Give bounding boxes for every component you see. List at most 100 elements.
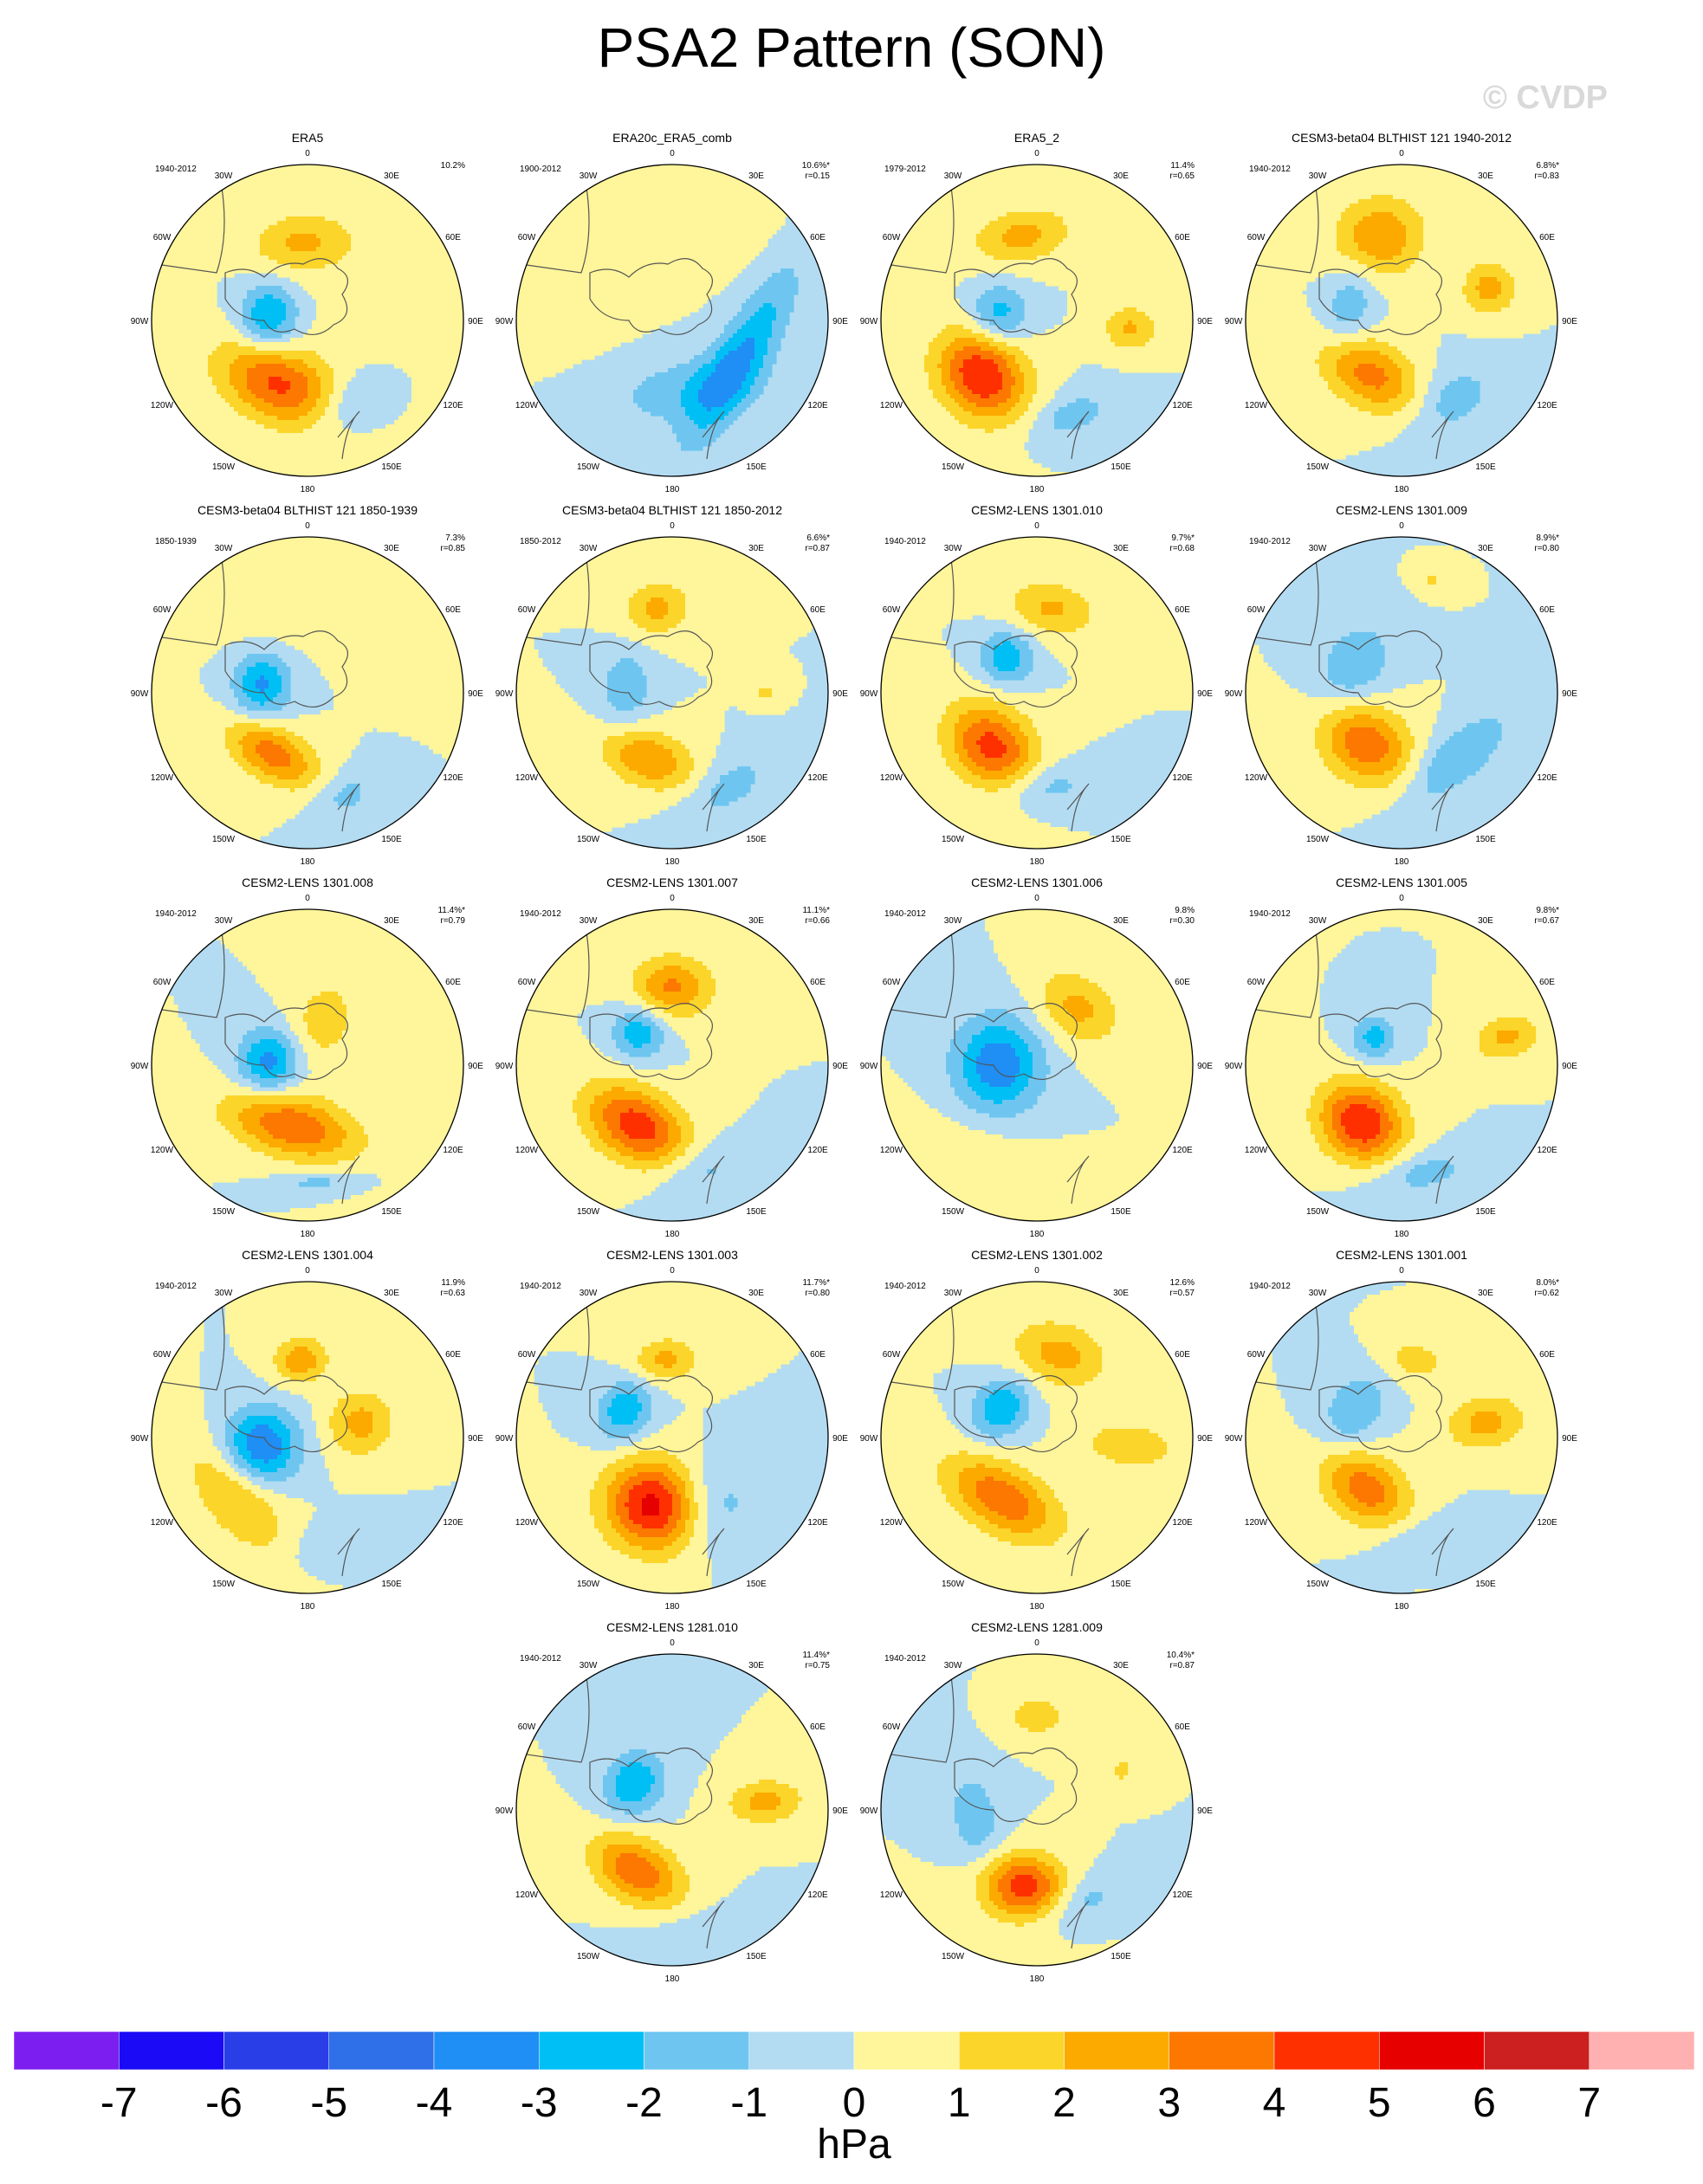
- new-zealand-coastline: [337, 1155, 360, 1205]
- longitude-label: 90E: [468, 1434, 483, 1444]
- longitude-label: 60W: [518, 1722, 536, 1732]
- longitude-label: 120E: [807, 401, 828, 410]
- longitude-label: 90E: [832, 317, 848, 326]
- longitude-label: 30W: [215, 544, 233, 553]
- longitude-label: 150W: [577, 462, 600, 472]
- longitude-label: 90E: [832, 689, 848, 699]
- map-panel: CESM2-LENS 1301.009 1940-2012 8.9%* r=0.80 0…: [1225, 502, 1592, 867]
- longitude-label: 0: [670, 894, 675, 903]
- map-panel: CESM2-LENS 1301.001 1940-2012 8.0%* r=0.62 0…: [1225, 1247, 1592, 1612]
- panel-correlation: r=0.80: [1534, 544, 1559, 553]
- map-panel-svg: CESM2-LENS 1281.010 1940-2012 11.4%*r=0.75…: [495, 1620, 849, 1984]
- longitude-label: 90W: [1225, 317, 1243, 326]
- longitude-label: 150W: [212, 462, 236, 472]
- antarctica-coastline: [1318, 1375, 1442, 1452]
- south-america-coastline: [520, 926, 590, 1018]
- panel-title: CESM2-LENS 1301.008: [242, 876, 373, 889]
- longitude-label: 30W: [1309, 171, 1327, 181]
- panel-correlation: r=0.15: [805, 171, 830, 181]
- panel-title: CESM2-LENS 1301.009: [1336, 503, 1467, 517]
- longitude-label: 30E: [384, 544, 399, 553]
- longitude-label: 90E: [468, 317, 483, 326]
- panel-period: 1940-2012: [155, 165, 197, 174]
- map-panel-svg: CESM2-LENS 1281.009 1940-2012 10.4%*r=0.87…: [860, 1620, 1214, 1984]
- panel-period: 1979-2012: [884, 165, 926, 174]
- contour-field: [1246, 1282, 1557, 1593]
- map-boundary: [880, 908, 1194, 1222]
- longitude-label: 120E: [443, 401, 463, 410]
- colorbar-tick-label: -3: [521, 2080, 558, 2126]
- longitude-label: 90E: [1562, 689, 1577, 699]
- map-panel-svg: CESM3-beta04 BLTHIST 121 1940-2012 1940-2…: [1225, 131, 1578, 494]
- longitude-label: 90E: [1197, 1062, 1213, 1071]
- longitude-label: 60E: [445, 1350, 461, 1360]
- panel-correlation: r=0.65: [1169, 171, 1195, 181]
- map-panel-svg: CESM2-LENS 1301.003 1940-2012 11.7%*r=0.80…: [495, 1248, 849, 1612]
- longitude-label: 150W: [942, 1207, 965, 1217]
- map-boundary: [515, 908, 829, 1222]
- longitude-label: 120W: [880, 401, 903, 410]
- antarctica-coastline: [954, 1748, 1078, 1825]
- longitude-label: 180: [1030, 485, 1045, 494]
- panel-correlation: r=0.87: [805, 544, 830, 553]
- south-america-coastline: [155, 926, 225, 1018]
- longitude-label: 150E: [1111, 1580, 1131, 1589]
- panel-correlation: r=0.66: [805, 916, 830, 926]
- panel-variance: 6.6%*: [806, 533, 830, 543]
- longitude-label: 120E: [1172, 1146, 1193, 1155]
- map-panel: ERA5_2 1979-2012 11.4% r=0.65 0 30E 60E 90E 120E…: [860, 130, 1227, 494]
- longitude-label: 60E: [810, 605, 826, 615]
- panel-correlation: r=0.62: [1534, 1289, 1559, 1298]
- longitude-label: 150E: [381, 835, 402, 844]
- figure-title: PSA2 Pattern (SON): [597, 16, 1106, 79]
- panel-correlation: r=0.57: [1169, 1289, 1195, 1298]
- longitude-label: 90W: [860, 1806, 878, 1816]
- longitude-label: 60W: [1247, 1350, 1266, 1360]
- longitude-label: 120W: [515, 401, 539, 410]
- antarctica-coastline: [224, 1003, 348, 1080]
- longitude-label: 150W: [577, 835, 600, 844]
- new-zealand-coastline: [702, 1155, 725, 1205]
- new-zealand-coastline: [1066, 1155, 1090, 1205]
- longitude-label: 30W: [1309, 544, 1327, 553]
- longitude-label: 150E: [381, 1580, 402, 1589]
- map-panel-svg: CESM2-LENS 1301.008 1940-2012 11.4%*r=0.79…: [131, 876, 484, 1239]
- map-boundary: [151, 1281, 464, 1594]
- colorbar-swatch: [644, 2032, 749, 2071]
- longitude-label: 180: [1395, 1230, 1409, 1239]
- longitude-label: 30W: [580, 1661, 598, 1670]
- panel-period: 1940-2012: [520, 909, 561, 919]
- longitude-label: 90W: [495, 317, 514, 326]
- map-panel-svg: CESM3-beta04 BLTHIST 121 1850-2012 1850-2…: [495, 503, 849, 867]
- map-boundary: [151, 164, 464, 477]
- longitude-label: 150W: [942, 462, 965, 472]
- longitude-label: 30W: [1309, 916, 1327, 926]
- new-zealand-coastline: [1066, 410, 1090, 460]
- longitude-label: 90E: [1562, 317, 1577, 326]
- panel-period: 1940-2012: [884, 537, 926, 546]
- longitude-label: 150E: [1111, 835, 1131, 844]
- longitude-label: 30E: [1478, 916, 1493, 926]
- longitude-label: 0: [1399, 894, 1404, 903]
- longitude-label: 120W: [151, 1146, 174, 1155]
- longitude-label: 120E: [807, 1890, 828, 1900]
- panel-variance: 12.6%: [1170, 1278, 1195, 1288]
- new-zealand-coastline: [1431, 410, 1454, 460]
- longitude-label: 60E: [1539, 233, 1555, 242]
- colorbar-swatch: [1064, 2032, 1169, 2071]
- panel-correlation: r=0.87: [1169, 1661, 1195, 1670]
- new-zealand-coastline: [1066, 1900, 1090, 1949]
- longitude-label: 150W: [212, 1207, 236, 1217]
- longitude-label: 120W: [151, 1518, 174, 1528]
- map-panel: CESM2-LENS 1301.010 1940-2012 9.7%* r=0.68 0…: [860, 502, 1227, 867]
- map-panel: CESM2-LENS 1301.002 1940-2012 12.6% r=0.57 0…: [860, 1247, 1227, 1612]
- longitude-label: 60W: [883, 1722, 901, 1732]
- colorbar-swatch: [14, 2032, 120, 2071]
- longitude-label: 90W: [860, 1434, 878, 1444]
- colorbar-tick-label: -2: [625, 2080, 663, 2126]
- longitude-label: 0: [1034, 1266, 1039, 1276]
- new-zealand-coastline: [702, 410, 725, 460]
- contour-field: [152, 909, 463, 1221]
- map-boundary: [880, 536, 1194, 850]
- panel-period: 1940-2012: [1249, 909, 1291, 919]
